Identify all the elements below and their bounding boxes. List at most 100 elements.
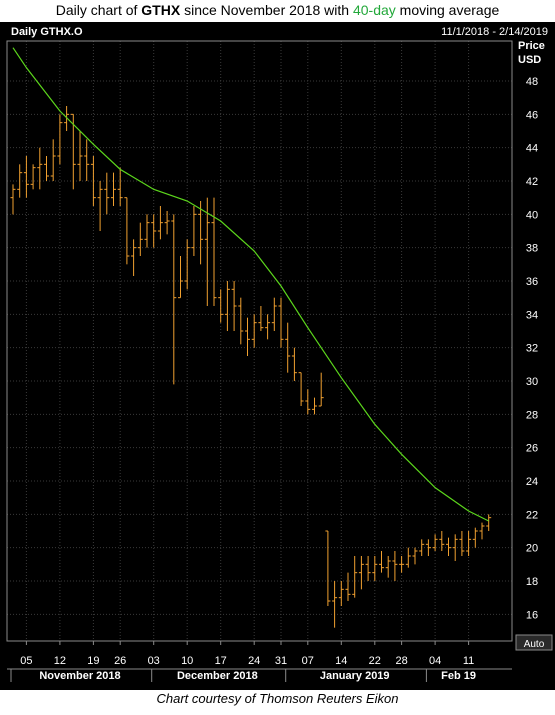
ohlc-bar: [97, 181, 103, 231]
month-label: January 2019: [320, 670, 390, 682]
y-tick-label: 26: [526, 443, 538, 455]
y-axis: 16 18 20 22 24 26 28 30 32 34 36 38 40 42 44 46 48: [526, 76, 538, 621]
ohlc-bar: [479, 522, 485, 540]
ohlc-bar: [50, 139, 56, 181]
ohlc-bar: [271, 297, 277, 331]
ohlc-bar: [191, 206, 197, 256]
caption-ticker: GTHX: [141, 2, 181, 18]
y-tick-label: 44: [526, 143, 538, 155]
x-tick-label: 10: [181, 655, 193, 667]
ohlc-bar: [23, 156, 29, 198]
x-tick-label: 12: [54, 655, 66, 667]
price-chart: 16 18 20 22 24 26 28 30 32 34 36 38 40 42 44 46 48 05 12 1…: [6, 26, 553, 682]
x-tick-label: 11: [463, 655, 474, 667]
y-tick-label: 42: [526, 176, 538, 188]
ohlc-bar: [178, 256, 183, 299]
x-tick-label: 04: [429, 655, 441, 667]
ohlc-bar: [332, 581, 338, 628]
grid-layer: [7, 41, 512, 641]
ohlc-bar: [131, 239, 137, 276]
ohlc-bar: [392, 551, 398, 581]
x-tick-label: 07: [302, 655, 314, 667]
ohlc-bar: [405, 547, 411, 568]
caption-middle: since November 2018 with: [180, 2, 353, 18]
moving-average-line: [12, 47, 489, 522]
ohlc-bar: [258, 306, 264, 331]
ohlc-bar: [90, 156, 96, 206]
ohlc-bar: [70, 113, 76, 190]
ohlc-bar: [285, 322, 291, 373]
ohlc-bar: [446, 537, 451, 556]
ohlc-bars: [10, 106, 492, 628]
ohlc-bar: [164, 211, 170, 235]
y-tick-label: 28: [526, 409, 538, 421]
ohlc-bar: [486, 514, 492, 531]
ohlc-bar: [472, 527, 478, 548]
currency-label: USD: [518, 54, 541, 66]
x-tick-label: 17: [215, 655, 227, 667]
ohlc-bar: [372, 556, 378, 581]
month-label: December 2018: [177, 670, 258, 682]
ohlc-bar: [399, 556, 405, 573]
ohlc-bar: [358, 556, 364, 590]
x-tick-label: 05: [20, 655, 32, 667]
caption-suffix: moving average: [395, 2, 500, 18]
chart-credit: Chart courtesy of Thomson Reuters Eikon: [156, 691, 399, 706]
ohlc-bar: [157, 206, 163, 240]
ohlc-bar: [452, 534, 458, 561]
ohlc-bar: [171, 214, 177, 385]
ohlc-bar: [151, 214, 157, 248]
ohlc-bar: [30, 164, 36, 190]
ohlc-bar: [184, 239, 190, 290]
month-label: Feb 19: [441, 670, 476, 682]
chart-date-range: 11/1/2018 - 2/14/2019: [441, 26, 548, 38]
x-tick-label: 24: [248, 655, 260, 667]
ohlc-bar: [104, 172, 110, 215]
ohlc-bar: [10, 184, 16, 215]
y-tick-label: 38: [526, 243, 538, 255]
ohlc-bar: [412, 547, 418, 565]
ohlc-bar: [124, 197, 130, 265]
x-tick-label: 14: [335, 655, 347, 667]
month-label: November 2018: [39, 670, 120, 682]
ohlc-bar: [425, 539, 431, 556]
ohlc-bar: [385, 556, 391, 578]
plot-frame: [6, 40, 513, 642]
ohlc-bar: [459, 531, 465, 556]
y-tick-label: 24: [526, 476, 538, 488]
y-tick-label: 16: [526, 609, 538, 621]
ohlc-bar: [57, 114, 63, 165]
price-label: Price: [518, 40, 545, 52]
ohlc-bar: [37, 147, 43, 190]
ohlc-bar: [84, 139, 90, 181]
y-tick-label: 40: [526, 209, 538, 221]
ohlc-bar: [111, 172, 116, 206]
ohlc-bar: [338, 581, 344, 606]
ohlc-bar: [224, 281, 230, 331]
auto-button-label: Auto: [524, 639, 545, 650]
ohlc-bar: [17, 164, 23, 198]
ohlc-bar: [379, 551, 384, 573]
y-tick-label: 32: [526, 343, 538, 355]
y-tick-label: 34: [526, 309, 538, 321]
y-tick-label: 46: [526, 109, 538, 121]
ohlc-bar: [77, 131, 83, 181]
ohlc-bar: [44, 156, 49, 181]
ohlc-bar: [144, 214, 150, 248]
ohlc-bar: [211, 197, 217, 306]
ohlc-bar: [298, 372, 304, 406]
ohlc-bar: [265, 314, 271, 340]
ohlc-bar: [204, 197, 210, 306]
ohlc-bar: [245, 317, 250, 356]
ohlc-bar: [117, 167, 123, 206]
auto-button[interactable]: [515, 634, 553, 651]
ohlc-bar: [278, 297, 284, 348]
ohlc-bar: [305, 389, 311, 415]
x-tick-label: 28: [395, 655, 407, 667]
ohlc-bar: [218, 289, 224, 323]
caption-prefix: Daily chart of: [55, 2, 142, 18]
ohlc-bar: [312, 397, 317, 415]
x-tick-label: 03: [148, 655, 160, 667]
ohlc-bar: [291, 347, 297, 381]
ohlc-bar: [466, 531, 472, 556]
